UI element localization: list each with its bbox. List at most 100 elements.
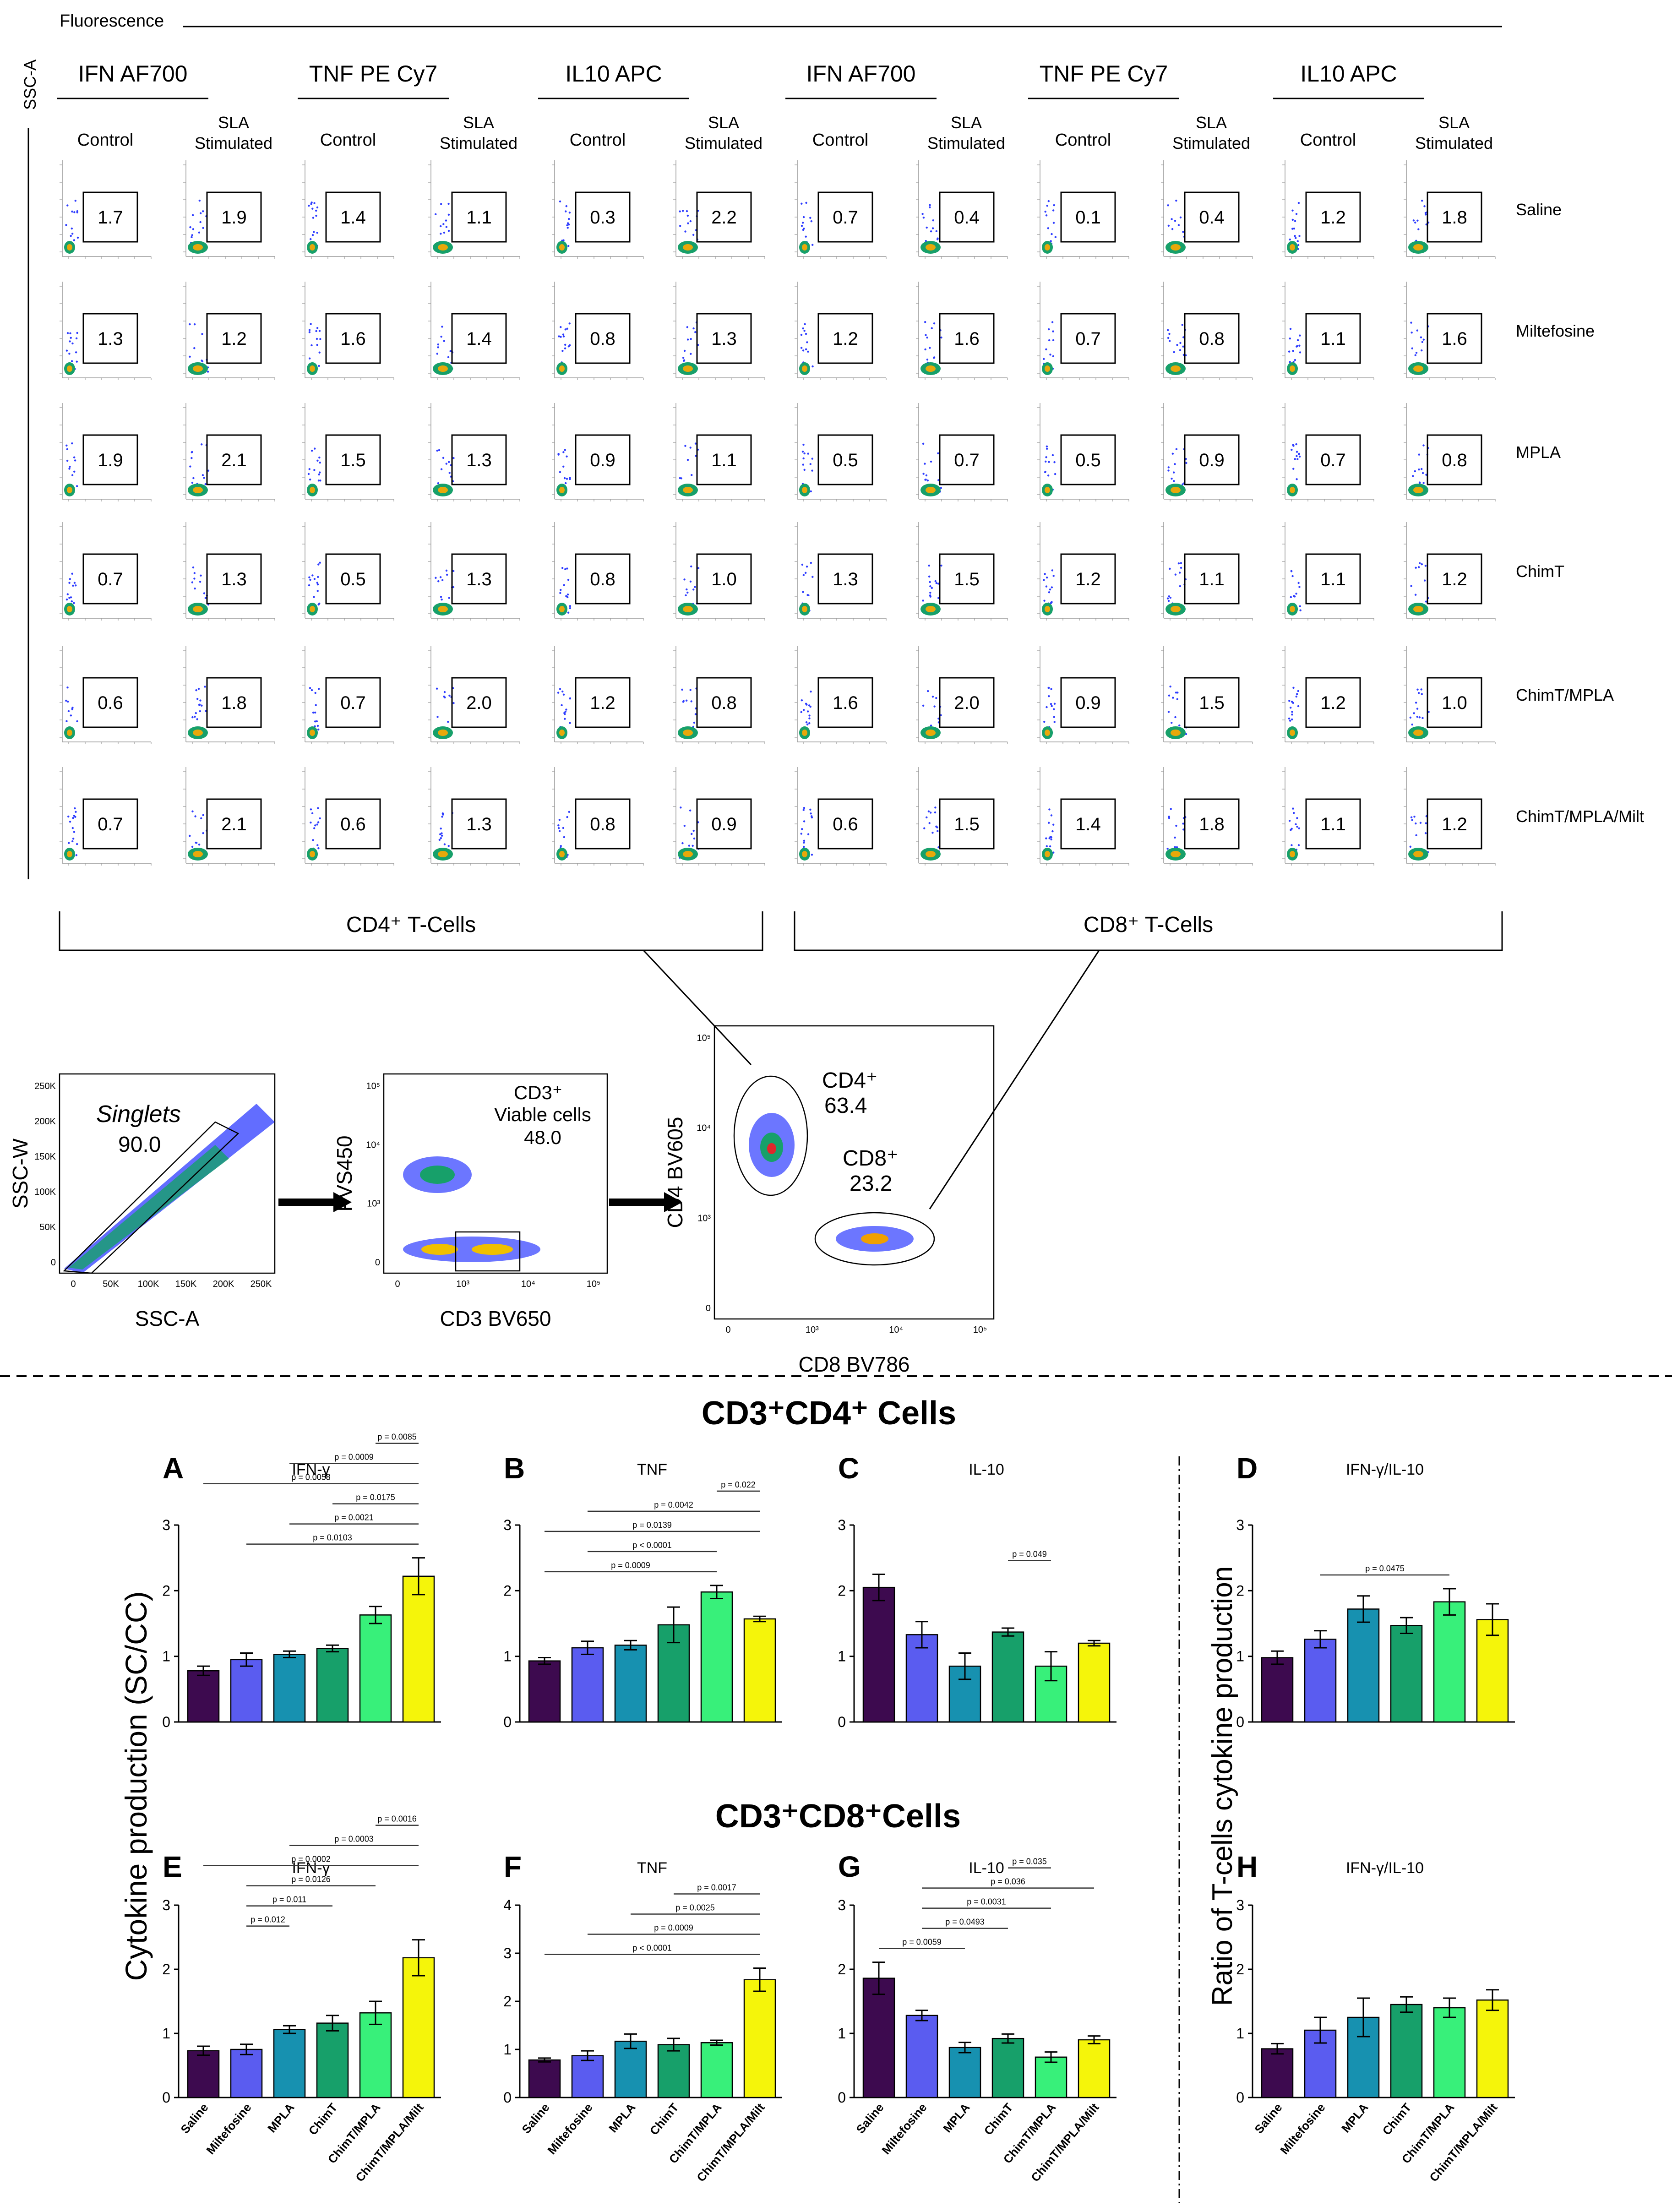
flow-dot bbox=[805, 332, 807, 335]
flow-dot bbox=[442, 223, 445, 225]
flow-dot bbox=[66, 593, 69, 595]
bar-ChimT/MPLA/Milt bbox=[1476, 1619, 1509, 1723]
gating-p3-ytick: 10⁴ bbox=[697, 1123, 711, 1133]
flow-gate-box bbox=[206, 553, 262, 605]
flow-dot bbox=[935, 582, 937, 584]
flow-dot bbox=[66, 204, 69, 207]
flow-dot bbox=[1166, 597, 1169, 599]
flow-dot bbox=[566, 816, 568, 818]
flow-dot bbox=[314, 720, 316, 723]
flow-dot bbox=[811, 854, 813, 856]
flow-dot bbox=[318, 456, 321, 459]
flow-dot bbox=[1168, 694, 1171, 697]
flow-plot-0-7: 0.4 bbox=[916, 160, 1008, 259]
flow-dot bbox=[929, 204, 931, 206]
flow-density-core bbox=[1045, 606, 1050, 612]
flow-dot bbox=[1416, 329, 1418, 332]
flow-dot bbox=[1046, 845, 1048, 847]
flow-density-core bbox=[438, 730, 448, 736]
flow-dot bbox=[204, 483, 207, 485]
flow-dot bbox=[73, 602, 75, 605]
flow-dot bbox=[1296, 455, 1298, 457]
flow-dot bbox=[75, 351, 77, 354]
flow-dot bbox=[686, 588, 688, 591]
flow-dot bbox=[1288, 700, 1291, 702]
chart-y-tick-label: 0 bbox=[1236, 1714, 1244, 1730]
cd8-gate-title: CD8⁺ bbox=[843, 1146, 898, 1171]
flow-dot bbox=[68, 353, 71, 355]
flow-dot bbox=[69, 465, 71, 468]
flow-dot bbox=[1299, 334, 1301, 337]
flow-dot bbox=[801, 563, 804, 566]
flow-dot bbox=[1414, 594, 1417, 596]
flow-dot bbox=[803, 841, 805, 844]
gating-p3-ytick: 10³ bbox=[697, 1213, 711, 1223]
y-axis-label-right: Ratio of T-cells cytokine production bbox=[1207, 1566, 1238, 2006]
condition-stimulated-label: Stimulated bbox=[1172, 134, 1250, 153]
flow-gate-percentage: 1.4 bbox=[1075, 814, 1101, 834]
flow-gate-box bbox=[206, 313, 262, 364]
flow-plot-0-0: 1.7 bbox=[60, 160, 152, 259]
flow-dot bbox=[1171, 452, 1174, 455]
flow-plot-3-7: 1.5 bbox=[916, 522, 1008, 621]
flow-gate-percentage: 0.3 bbox=[590, 207, 615, 228]
flow-dot bbox=[1176, 692, 1179, 694]
flow-dot bbox=[436, 716, 439, 718]
flow-dot bbox=[802, 463, 804, 466]
gating-p1-xtick: 250K bbox=[251, 1279, 272, 1289]
flow-dot bbox=[1295, 443, 1297, 446]
flow-dot bbox=[564, 347, 566, 349]
flow-dot bbox=[1179, 216, 1182, 218]
chart-y-tick-label: 0 bbox=[162, 2089, 170, 2106]
flow-plot-4-9: 1.5 bbox=[1161, 646, 1253, 744]
chart-y-tick-label: 2 bbox=[162, 1961, 170, 1978]
flow-dot bbox=[807, 833, 810, 835]
p-value-label: p = 0.0175 bbox=[356, 1493, 395, 1502]
category-label: ChimT bbox=[647, 2100, 681, 2137]
flow-density-core bbox=[67, 606, 72, 612]
category-label: ChimT bbox=[306, 2100, 340, 2137]
flow-dot bbox=[193, 572, 196, 574]
flow-dot bbox=[1297, 582, 1300, 584]
flow-gate-percentage: 2.0 bbox=[466, 693, 492, 713]
flow-dot bbox=[803, 807, 806, 809]
flow-dot bbox=[564, 328, 567, 331]
flow-gate-percentage: 0.7 bbox=[833, 207, 858, 228]
flow-gate-percentage: 0.7 bbox=[1320, 450, 1346, 470]
flow-dot bbox=[1177, 562, 1180, 565]
flow-dot bbox=[309, 578, 311, 581]
flow-gate-percentage: 1.2 bbox=[590, 693, 615, 713]
flow-dot bbox=[1167, 469, 1170, 472]
flow-gate-percentage: 0.6 bbox=[340, 814, 366, 834]
flow-gate-box bbox=[1184, 191, 1240, 243]
flow-dot bbox=[1168, 595, 1170, 598]
flow-gate-percentage: 0.9 bbox=[711, 814, 737, 834]
flow-dot bbox=[316, 583, 319, 586]
flow-dot bbox=[1414, 221, 1416, 224]
flow-plot-0-2: 1.4 bbox=[302, 160, 394, 259]
flow-density-core bbox=[193, 851, 203, 857]
flow-dot bbox=[1172, 697, 1174, 699]
flow-dot bbox=[68, 842, 70, 844]
flow-dot bbox=[1048, 837, 1051, 839]
flow-dot bbox=[1296, 693, 1298, 695]
bar-MPLA bbox=[1347, 1608, 1380, 1723]
chart-panel-letter: G bbox=[838, 1850, 861, 1883]
flow-plot-4-3: 2.0 bbox=[428, 646, 520, 744]
cd8-bracket bbox=[794, 911, 1503, 951]
flow-dot bbox=[1291, 209, 1294, 212]
flow-dot bbox=[569, 605, 572, 607]
fvs-pos-core bbox=[420, 1166, 455, 1184]
flow-dot bbox=[71, 342, 74, 345]
flow-dot bbox=[67, 815, 70, 818]
flow-dot bbox=[189, 834, 191, 837]
flow-dot bbox=[1176, 698, 1179, 700]
flow-dot bbox=[445, 569, 448, 572]
flow-dot bbox=[692, 327, 695, 330]
flow-dot bbox=[65, 720, 68, 722]
flow-dot bbox=[800, 711, 802, 714]
flow-density-core bbox=[683, 851, 693, 857]
flow-dot bbox=[452, 702, 455, 704]
flow-gate-percentage: 1.0 bbox=[1442, 693, 1467, 713]
condition-control-label: Control bbox=[1055, 131, 1111, 150]
